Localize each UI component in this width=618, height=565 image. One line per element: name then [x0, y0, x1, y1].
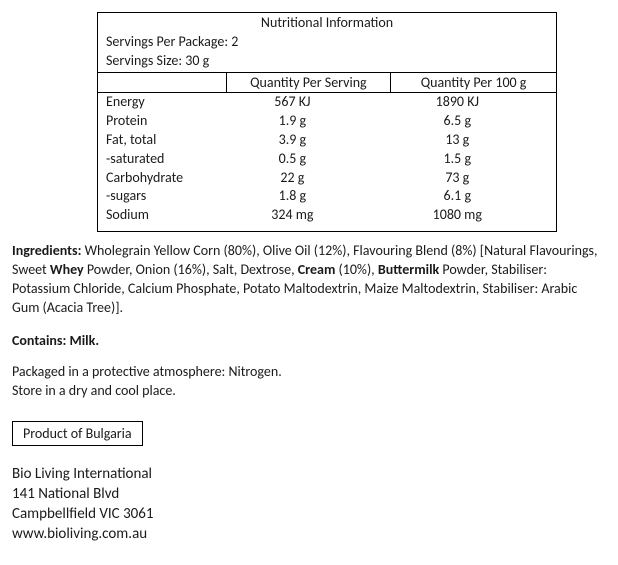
packaging-line: Packaged in a protective atmosphere: Nit…: [12, 363, 606, 382]
row-g100: 73 g: [391, 169, 557, 188]
col-header-g100: Quantity Per 100 g: [391, 73, 557, 93]
row-label: Sodium: [98, 206, 227, 225]
servings-per-package: Servings Per Package: 2: [98, 32, 557, 51]
col-header-serving: Quantity Per Serving: [226, 73, 390, 93]
table-row: -sugars1.8 g6.1 g: [98, 187, 557, 206]
row-g100: 13 g: [391, 131, 557, 150]
row-serving: 567 KJ: [226, 93, 390, 112]
table-row: Protein1.9 g6.5 g: [98, 112, 557, 131]
row-label: -sugars: [98, 187, 227, 206]
row-serving: 22 g: [226, 169, 390, 188]
row-g100: 1.5 g: [391, 150, 557, 169]
table-row: Energy567 KJ1890 KJ: [98, 93, 557, 112]
row-serving: 324 mg: [226, 206, 390, 225]
row-g100: 1080 mg: [391, 206, 557, 225]
servings-size: Servings Size: 30 g: [98, 51, 557, 73]
ingredients-block: Ingredients: Wholegrain Yellow Corn (80%…: [12, 242, 606, 318]
row-g100: 1890 KJ: [391, 93, 557, 112]
storage-block: Packaged in a protective atmosphere: Nit…: [12, 363, 606, 401]
row-label: Fat, total: [98, 131, 227, 150]
nutrition-title: Nutritional Information: [98, 13, 557, 33]
row-label: Energy: [98, 93, 227, 112]
company-addr1: 141 National Blvd: [12, 484, 606, 504]
origin-box: Product of Bulgaria: [12, 421, 143, 446]
row-label: Carbohydrate: [98, 169, 227, 188]
row-serving: 0.5 g: [226, 150, 390, 169]
table-row: Carbohydrate22 g73 g: [98, 169, 557, 188]
storage-line: Store in a dry and cool place.: [12, 382, 606, 401]
table-row: Fat, total3.9 g13 g: [98, 131, 557, 150]
row-serving: 1.8 g: [226, 187, 390, 206]
row-g100: 6.1 g: [391, 187, 557, 206]
row-label: -saturated: [98, 150, 227, 169]
company-addr2: Campbellfield VIC 3061: [12, 504, 606, 524]
company-web: www.bioliving.com.au: [12, 524, 606, 544]
company-block: Bio Living International 141 National Bl…: [12, 464, 606, 545]
company-name: Bio Living International: [12, 464, 606, 484]
ingredients-label: Ingredients:: [12, 242, 81, 259]
row-serving: 1.9 g: [226, 112, 390, 131]
contains-statement: Contains: Milk.: [12, 332, 606, 349]
table-row: -saturated0.5 g1.5 g: [98, 150, 557, 169]
row-serving: 3.9 g: [226, 131, 390, 150]
table-row: Sodium324 mg1080 mg: [98, 206, 557, 225]
col-blank: [98, 73, 227, 93]
nutrition-table: Nutritional Information Servings Per Pac…: [97, 12, 557, 232]
row-g100: 6.5 g: [391, 112, 557, 131]
row-label: Protein: [98, 112, 227, 131]
